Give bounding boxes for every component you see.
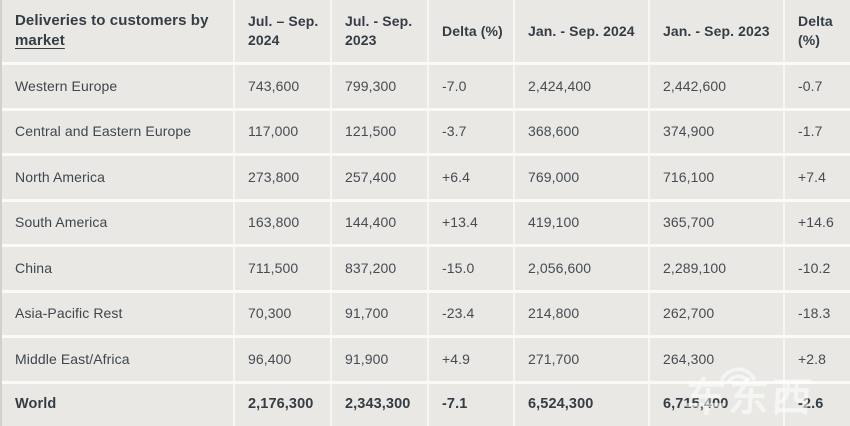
value-cell: 264,300 [648,338,783,381]
value-cell: 257,400 [330,156,427,199]
table-row-north-america: North America 273,800 257,400 +6.4 769,0… [2,153,850,199]
table-title-market-link[interactable]: market [15,32,65,49]
row-label: North America [15,168,105,185]
value-cell: 374,900 [648,110,783,153]
value-cell: 799,300 [330,65,427,108]
value-cell: -18.3 [783,292,850,335]
value-cell: +6.4 [427,156,513,199]
table-row-south-america: South America 163,800 144,400 +13.4 419,… [2,198,850,244]
value-cell: -3.7 [427,110,513,153]
column-header-jul-sep-2023: Jul. - Sep. 2023 [330,0,427,62]
table-row-western-europe: Western Europe 743,600 799,300 -7.0 2,42… [2,62,850,108]
value-cell: -1.7 [783,110,850,153]
value-cell: -2.6 [783,383,850,426]
value-cell: 769,000 [513,156,648,199]
value-cell: 271,700 [513,338,648,381]
value-cell: 2,442,600 [648,65,783,108]
value-cell: 2,424,400 [513,65,648,108]
column-header-delta-q3: Delta (%) [427,0,513,62]
table-title-text: Deliveries to customers by market [15,11,227,52]
table-title: Deliveries to customers by market [2,0,233,62]
row-label: Asia-Pacific Rest [15,305,123,322]
column-header-jan-sep-2023: Jan. - Sep. 2023 [648,0,783,62]
value-cell: 144,400 [330,201,427,244]
value-cell: +2.8 [783,338,850,381]
value-cell: 214,800 [513,292,648,335]
value-cell: +7.4 [783,156,850,199]
value-cell: 117,000 [233,110,330,153]
value-cell: 711,500 [233,247,330,290]
value-cell: 2,289,100 [648,247,783,290]
table-header-row: Deliveries to customers by market Jul. –… [2,0,850,62]
row-label: China [15,259,53,276]
column-header-jul-sep-2024: Jul. – Sep. 2024 [233,0,330,62]
value-cell: 2,343,300 [330,383,427,426]
row-label: Central and Eastern Europe [15,123,192,140]
value-cell: 6,715,400 [648,383,783,426]
value-cell: 273,800 [233,156,330,199]
value-cell: 96,400 [233,338,330,381]
table-title-prefix: Deliveries to customers by [15,11,209,29]
value-cell: +4.9 [427,338,513,381]
column-header-delta-ytd: Delta (%) [783,0,850,62]
value-cell: -7.0 [427,65,513,108]
value-cell: 163,800 [233,201,330,244]
table-row-china: China 711,500 837,200 -15.0 2,056,600 2,… [2,244,850,290]
value-cell: 419,100 [513,201,648,244]
value-cell: 2,176,300 [233,383,330,426]
table-row-middle-east-africa: Middle East/Africa 96,400 91,900 +4.9 27… [2,335,850,381]
row-label: Western Europe [15,77,118,94]
value-cell: -7.1 [427,383,513,426]
row-label: South America [15,214,108,231]
value-cell: 2,056,600 [513,247,648,290]
value-cell: 365,700 [648,201,783,244]
value-cell: 837,200 [330,247,427,290]
row-label: World [15,395,57,412]
value-cell: 6,524,300 [513,383,648,426]
value-cell: -10.2 [783,247,850,290]
value-cell: 70,300 [233,292,330,335]
value-cell: 743,600 [233,65,330,108]
value-cell: 716,100 [648,156,783,199]
table-row-world-total: World 2,176,300 2,343,300 -7.1 6,524,300… [2,380,850,426]
value-cell: 262,700 [648,292,783,335]
value-cell: 91,700 [330,292,427,335]
value-cell: +13.4 [427,201,513,244]
table-row-central-eastern-europe: Central and Eastern Europe 117,000 121,5… [2,107,850,153]
value-cell: -15.0 [427,247,513,290]
value-cell: -0.7 [783,65,850,108]
value-cell: 121,500 [330,110,427,153]
column-header-jan-sep-2024: Jan. - Sep. 2024 [513,0,648,62]
value-cell: -23.4 [427,292,513,335]
value-cell: 368,600 [513,110,648,153]
value-cell: 91,900 [330,338,427,381]
table-row-asia-pacific-rest: Asia-Pacific Rest 70,300 91,700 -23.4 21… [2,289,850,335]
value-cell: +14.6 [783,201,850,244]
row-label: Middle East/Africa [15,350,130,367]
